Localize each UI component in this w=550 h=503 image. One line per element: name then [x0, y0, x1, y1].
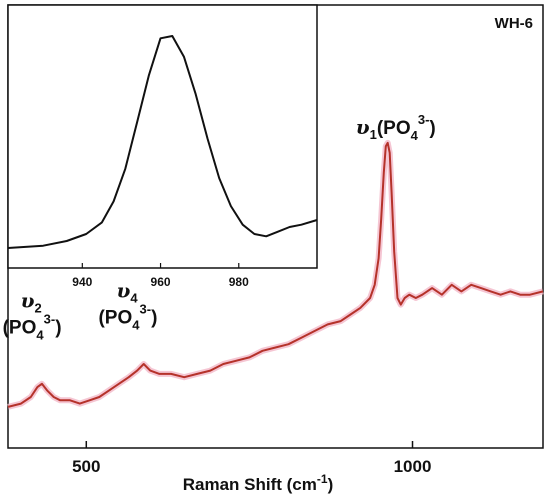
main-series-group — [7, 139, 544, 410]
annotation-1-symbol: υ2 — [21, 289, 42, 316]
x-axis-title-close: ) — [328, 475, 334, 494]
inset-frame — [7, 4, 318, 269]
inset-x-tick-label-0: 940 — [72, 275, 92, 289]
main-x-tick-label-0: 500 — [72, 457, 100, 476]
main-x-ticks: 500 1000 — [72, 441, 431, 476]
x-axis-title: Raman Shift (cm-1) — [183, 472, 333, 494]
annotation-2-formula: (PO43-) — [98, 302, 157, 333]
sample-label: WH-6 — [495, 15, 533, 32]
main-x-tick-label-1: 1000 — [394, 457, 432, 476]
annotation-0: υ1(PO43-) — [356, 112, 436, 143]
inset-series-group — [7, 35, 318, 249]
inset-series-line-0 — [7, 35, 318, 249]
inset-x-tick-label-1: 960 — [151, 275, 171, 289]
annotation-2-symbol: υ4 — [116, 279, 138, 306]
annotation-1-formula: (PO43-) — [3, 312, 62, 343]
inset-x-tick-label-2: 980 — [229, 275, 249, 289]
x-axis-title-text: Raman Shift (cm — [183, 475, 317, 494]
peak-annotations: υ1(PO43-)υ2(PO43-)υ4(PO43-) — [3, 112, 436, 342]
inset-x-ticks: 940 960 980 — [72, 263, 249, 289]
x-axis-title-sup: -1 — [317, 472, 328, 486]
main-series-line-0 — [7, 141, 544, 408]
